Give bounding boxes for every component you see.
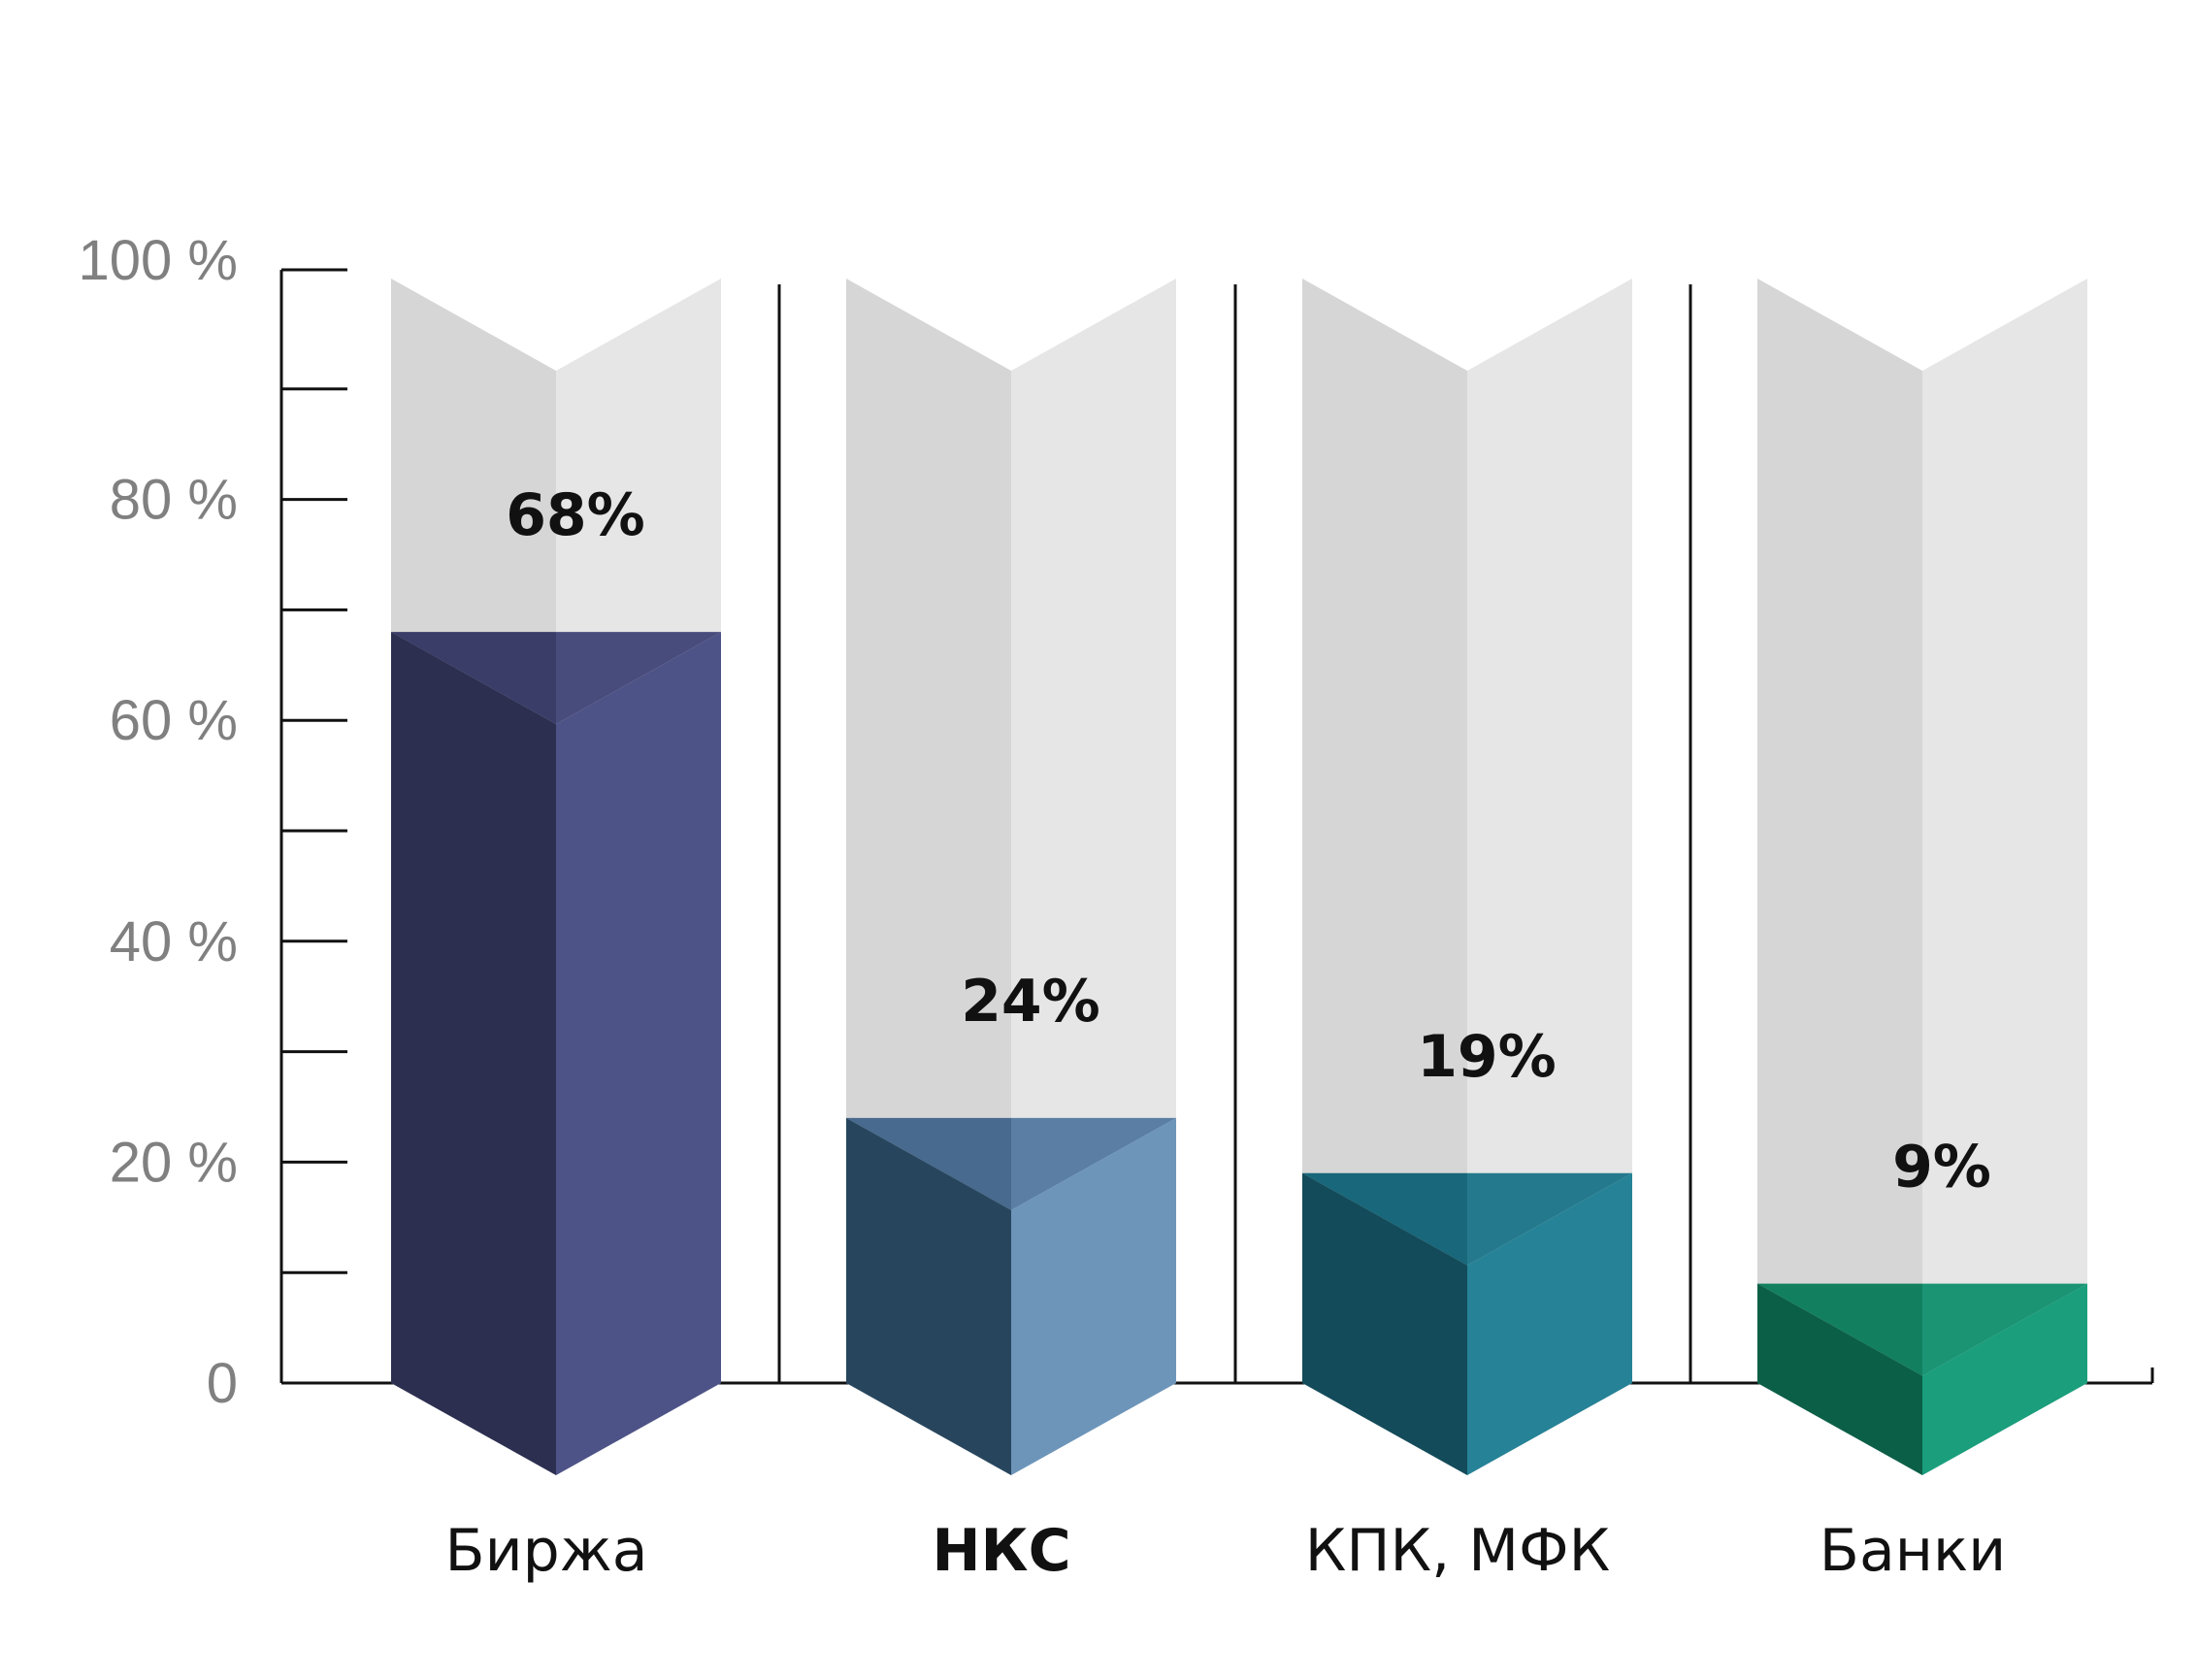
y-tick-label: 0 bbox=[207, 1352, 238, 1415]
bar-fill-right bbox=[1011, 1117, 1176, 1475]
category-label: Банки bbox=[1820, 1517, 2006, 1585]
y-tick-label: 60 % bbox=[110, 689, 238, 752]
bar-3 bbox=[1302, 279, 1632, 1475]
category-label: НКС bbox=[932, 1517, 1070, 1585]
bar-fill-right bbox=[1467, 1172, 1632, 1475]
bar-1 bbox=[391, 279, 721, 1475]
category-label: КПК, МФК bbox=[1305, 1517, 1610, 1585]
bar-fill-right bbox=[1922, 1283, 2087, 1475]
bar-fill-left bbox=[1757, 1283, 1922, 1475]
y-tick-label: 80 % bbox=[110, 469, 238, 532]
bar-fill-left bbox=[1302, 1172, 1467, 1475]
bar-fill-left bbox=[391, 632, 556, 1475]
category-label: Биржа bbox=[444, 1517, 647, 1585]
bar-fill-left bbox=[846, 1117, 1011, 1475]
bar-2 bbox=[846, 279, 1176, 1475]
y-tick-label: 40 % bbox=[110, 910, 238, 973]
bar-empty-left bbox=[1757, 279, 1922, 1475]
bar-value-label: 24% bbox=[961, 968, 1100, 1036]
y-tick-label: 20 % bbox=[110, 1131, 238, 1194]
bar-value-label: 19% bbox=[1417, 1023, 1557, 1091]
bar-value-label: 68% bbox=[506, 481, 645, 549]
bar-fill-right bbox=[556, 632, 721, 1475]
labels: 0 20 % 40 % 60 % 80 % 100 % 68% Биржа 24% НКС 19% К… bbox=[79, 229, 2007, 1585]
bar-4 bbox=[1757, 279, 2087, 1475]
y-tick-label: 100 % bbox=[79, 229, 238, 292]
bars bbox=[391, 279, 2087, 1475]
bar-empty-right bbox=[1922, 279, 2087, 1475]
bar-value-label: 9% bbox=[1892, 1134, 1991, 1202]
